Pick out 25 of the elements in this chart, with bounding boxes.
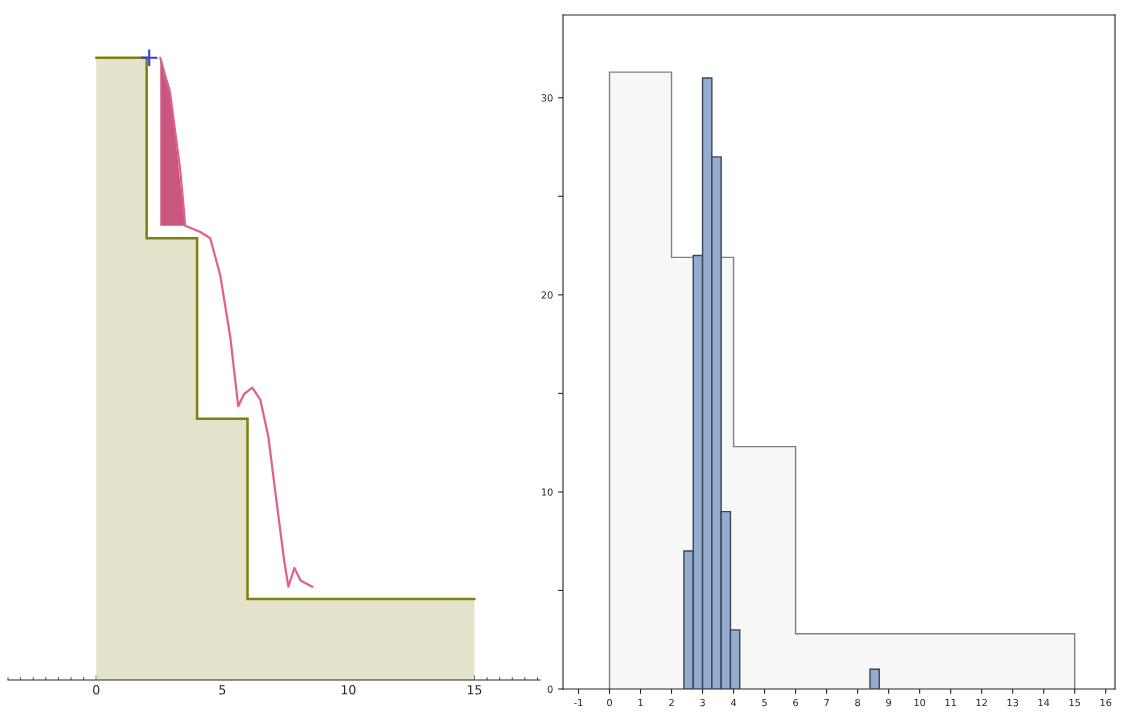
x-tick-label: 10 — [914, 698, 926, 707]
x-tick-label: 16 — [1100, 698, 1112, 707]
x-tick-label: 5 — [762, 699, 767, 707]
x-tick-label: 3 — [700, 698, 705, 707]
x-tick-label: 7 — [824, 699, 829, 707]
x-tick-label: 12 — [976, 698, 987, 707]
x-tick-label: 4 — [730, 699, 737, 707]
x-tick-label: 5 — [219, 685, 226, 695]
x-tick-label: 0 — [93, 685, 100, 695]
x-tick-label: 0 — [607, 698, 612, 707]
x-tick-label: 15 — [467, 685, 482, 695]
x-tick-label: 11 — [945, 699, 956, 707]
x-tick-label: -1 — [574, 699, 583, 707]
x-tick-label: 14 — [1038, 699, 1050, 707]
x-tick-label: 9 — [886, 698, 892, 707]
y-tick-label: 10 — [541, 488, 553, 496]
x-tick-label: 6 — [793, 698, 799, 707]
x-tick-label: 15 — [1069, 699, 1081, 707]
x-tick-label: 2 — [669, 698, 674, 707]
x-tick-label: 10 — [341, 685, 356, 695]
y-tick-label: 30 — [541, 94, 553, 102]
y-tick-label: 20 — [541, 291, 553, 299]
x-tick-label: 1 — [638, 699, 643, 707]
x-tick-label: 13 — [1007, 698, 1019, 707]
x-tick-label: 8 — [855, 698, 861, 707]
